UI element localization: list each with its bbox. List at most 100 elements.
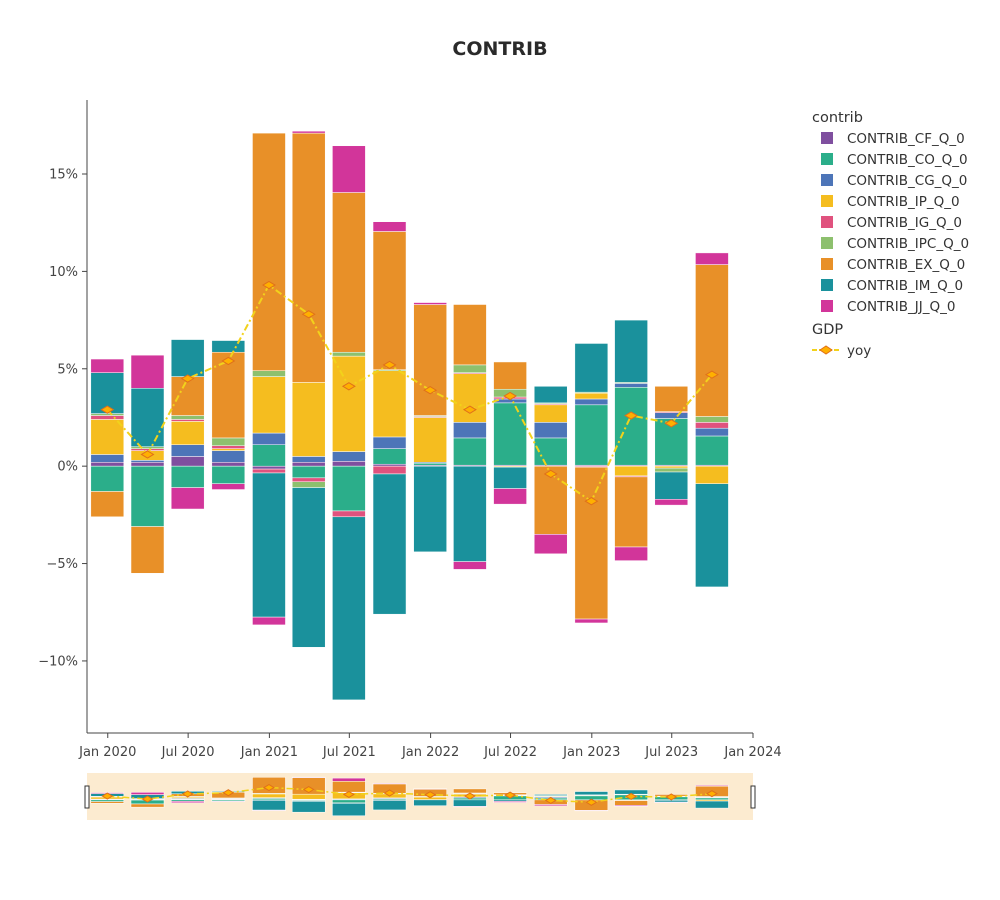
main-yoy-marker-0 [100,405,115,414]
bar-contrib-cf-q-0-7 [372,463,407,467]
bar-contrib-ipc-q-0-4 [252,370,286,377]
legend-label: CONTRIB_CO_Q_0 [847,152,968,168]
y-tick-label: 15% [49,168,78,183]
x-tick-label: Jul 2021 [322,745,376,760]
range-slider-left-handle[interactable] [84,785,90,809]
rs-yoy-marker-11 [544,796,557,804]
legend-item-contrib-ig-q-0[interactable]: CONTRIB_IG_Q_0 [821,215,962,231]
main-yoy-marker-5 [301,310,316,319]
bar-contrib-cf-q-0-5 [291,462,326,467]
rs-yoy-marker-10 [504,791,517,799]
bar-contrib-ex-q-0-15 [695,264,729,417]
range-slider[interactable] [84,773,756,820]
legend-item-contrib-jj-q-0[interactable]: CONTRIB_JJ_Q_0 [821,299,955,315]
legend-label: yoy [847,343,871,359]
bar-contrib-jj-q-0-8 [413,302,447,305]
bar-contrib-cg-q-0-5 [291,456,326,463]
bar-contrib-co-q-0-8 [413,462,447,466]
bar-contrib-cg-q-0-14 [654,412,689,419]
legend-swatch [821,132,833,144]
main-yoy-marker-15 [704,370,719,379]
main-yoy-line [106,283,713,503]
bar-contrib-co-q-0-7 [372,448,407,465]
x-tick-label: Jan 2020 [78,745,136,760]
rs-yoy-marker-4 [262,783,275,792]
bar-layer [90,130,729,701]
bar-contrib-co-q-0-4 [252,444,286,467]
yoy-line-layer [100,280,719,506]
rs-yoy-marker-9 [463,792,476,800]
legend-label: CONTRIB_CG_Q_0 [847,173,967,189]
bar-contrib-cg-q-0-13 [614,383,648,388]
bar-contrib-ex-q-0-13 [614,476,648,548]
rs-bar-contrib-co-q-0-6 [332,799,366,804]
bar-contrib-im-q-0-7 [372,473,407,615]
bar-contrib-cg-q-0-2 [170,444,205,457]
bar-contrib-co-q-0-12 [574,404,609,466]
rs-bar-contrib-jj-q-0-10 [493,801,527,803]
bar-contrib-ex-q-0-2 [170,376,205,416]
bar-contrib-im-q-0-9 [453,465,487,562]
legend-item-contrib-cg-q-0[interactable]: CONTRIB_CG_Q_0 [821,173,967,189]
main-yoy-marker-8 [423,386,438,395]
bar-contrib-ipc-q-0-14 [654,467,689,473]
rs-bar-contrib-im-q-0-4 [252,800,286,811]
main-yoy-marker-6 [341,382,356,391]
rs-yoy-marker-6 [342,790,355,799]
range-slider-right-handle[interactable] [750,785,756,809]
legend-item-contrib-ip-q-0[interactable]: CONTRIB_IP_Q_0 [821,194,960,210]
bar-contrib-jj-q-0-6 [332,145,366,193]
bar-contrib-ex-q-0-3 [211,351,246,439]
bar-contrib-cg-q-0-15 [695,427,729,437]
bar-contrib-ig-q-0-3 [211,445,246,449]
rs-bar-contrib-jj-q-0-13 [614,805,648,807]
bar-contrib-ipc-q-0-15 [695,416,729,423]
main-yoy-marker-13 [624,411,639,420]
rs-bar-contrib-im-q-0-11 [533,794,568,796]
x-tick-label: Jan 2022 [401,745,459,760]
rs-bar-contrib-jj-q-0-7 [372,783,407,785]
bar-contrib-cg-q-0-6 [332,451,366,462]
legend-item-contrib-co-q-0[interactable]: CONTRIB_CO_Q_0 [821,152,968,168]
legend-swatch [821,195,833,207]
bar-contrib-jj-q-0-9 [453,561,487,570]
rs-bar-contrib-ex-q-0-13 [614,800,648,806]
bar-contrib-ip-q-0-8 [413,417,447,463]
bar-contrib-ig-q-0-2 [170,419,205,422]
main-yoy-marker-11 [543,469,558,479]
legend-item-contrib-ex-q-0[interactable]: CONTRIB_EX_Q_0 [821,257,965,273]
bar-contrib-ip-q-0-0 [90,419,125,455]
legend-item-contrib-cf-q-0[interactable]: CONTRIB_CF_Q_0 [821,131,965,147]
legend-item-yoy[interactable]: yoy [812,343,871,359]
bar-contrib-jj-q-0-5 [291,130,326,134]
legend[interactable]: contrib CONTRIB_CF_Q_0 CONTRIB_CO_Q_0 CONTR… [812,110,969,359]
legend-label: CONTRIB_EX_Q_0 [847,257,965,273]
y-tick-label: 10% [49,265,78,280]
legend-label: CONTRIB_CF_Q_0 [847,131,965,147]
legend-group-title: GDP [812,322,843,338]
bar-contrib-ip-q-0-7 [372,370,407,438]
rs-bar-contrib-jj-q-0-5 [291,776,326,778]
legend-item-contrib-im-q-0[interactable]: CONTRIB_IM_Q_0 [821,278,963,294]
y-tick-label: 5% [57,362,78,377]
rs-bar-contrib-jj-q-0-9 [453,806,487,808]
bar-contrib-ig-q-0-15 [695,422,729,429]
bar-contrib-ip-q-0-15 [695,465,729,484]
rs-bar-contrib-jj-q-0-1 [130,792,165,795]
x-tick-label: Jul 2023 [644,745,698,760]
bar-contrib-im-q-0-15 [695,483,729,588]
bar-contrib-ipc-q-0-1 [130,446,165,449]
bar-contrib-ipc-q-0-2 [170,415,205,420]
bar-contrib-ipc-q-0-6 [332,351,366,357]
bar-contrib-im-q-0-4 [252,472,286,618]
bar-contrib-cf-q-0-4 [252,465,286,470]
x-tick-label: Jul 2022 [483,745,537,760]
bar-contrib-ipc-q-0-9 [453,364,487,373]
legend-item-contrib-ipc-q-0[interactable]: CONTRIB_IPC_Q_0 [821,236,969,252]
bar-contrib-ex-q-0-10 [493,361,527,390]
rs-bar-contrib-jj-q-0-6 [332,777,366,782]
rs-yoy-marker-12 [585,798,598,806]
main-yoy-marker-3 [221,356,236,366]
rs-bar-contrib-ip-q-0-5 [291,793,326,800]
